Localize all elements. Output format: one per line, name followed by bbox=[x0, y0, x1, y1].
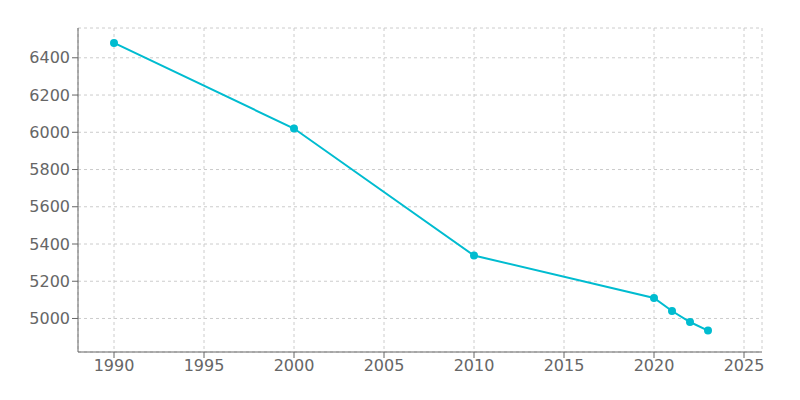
svg-text:2025: 2025 bbox=[724, 356, 765, 375]
svg-text:5800: 5800 bbox=[29, 160, 70, 179]
svg-text:1995: 1995 bbox=[184, 356, 225, 375]
svg-text:1990: 1990 bbox=[94, 356, 135, 375]
svg-text:6200: 6200 bbox=[29, 86, 70, 105]
svg-text:5600: 5600 bbox=[29, 197, 70, 216]
svg-text:6000: 6000 bbox=[29, 123, 70, 142]
svg-text:5400: 5400 bbox=[29, 235, 70, 254]
svg-text:2000: 2000 bbox=[274, 356, 315, 375]
svg-text:2005: 2005 bbox=[364, 356, 405, 375]
svg-text:2010: 2010 bbox=[454, 356, 495, 375]
svg-text:6400: 6400 bbox=[29, 48, 70, 67]
svg-text:2015: 2015 bbox=[544, 356, 585, 375]
svg-text:5000: 5000 bbox=[29, 309, 70, 328]
svg-text:5200: 5200 bbox=[29, 272, 70, 291]
svg-text:2020: 2020 bbox=[634, 356, 675, 375]
